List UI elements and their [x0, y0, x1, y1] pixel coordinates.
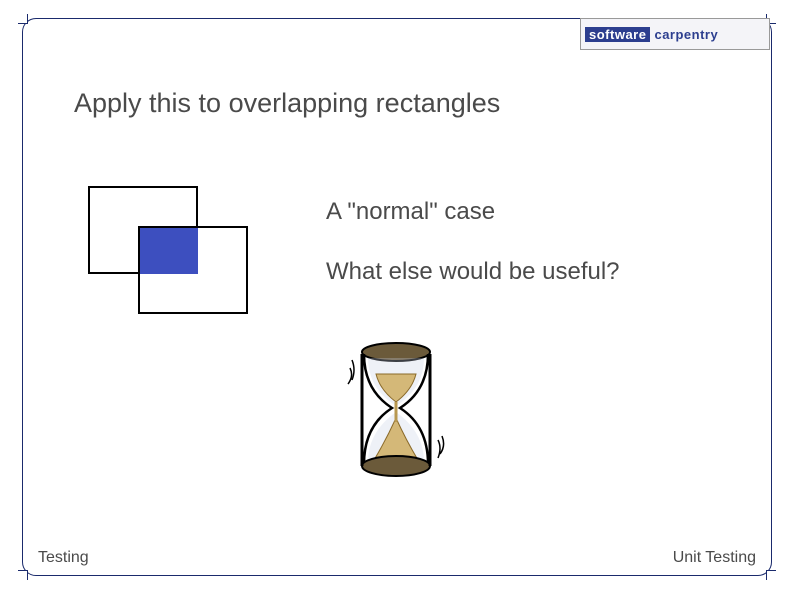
software-carpentry-logo: software carpentry — [580, 18, 770, 50]
logo-word-carpentry: carpentry — [654, 28, 718, 41]
frame-corner-bl — [18, 570, 28, 580]
frame-corner-br — [766, 570, 776, 580]
slide-title: Apply this to overlapping rectangles — [74, 88, 500, 119]
rectangle-b — [138, 226, 248, 314]
body-line-1: A "normal" case — [326, 198, 495, 226]
footer-left: Testing — [38, 549, 89, 567]
hourglass-icon — [346, 340, 446, 480]
footer-right: Unit Testing — [673, 549, 756, 567]
overlapping-rectangles-diagram — [88, 186, 278, 326]
frame-corner-tl — [18, 14, 28, 24]
logo-word-software: software — [585, 27, 650, 42]
body-line-2: What else would be useful? — [326, 258, 620, 286]
